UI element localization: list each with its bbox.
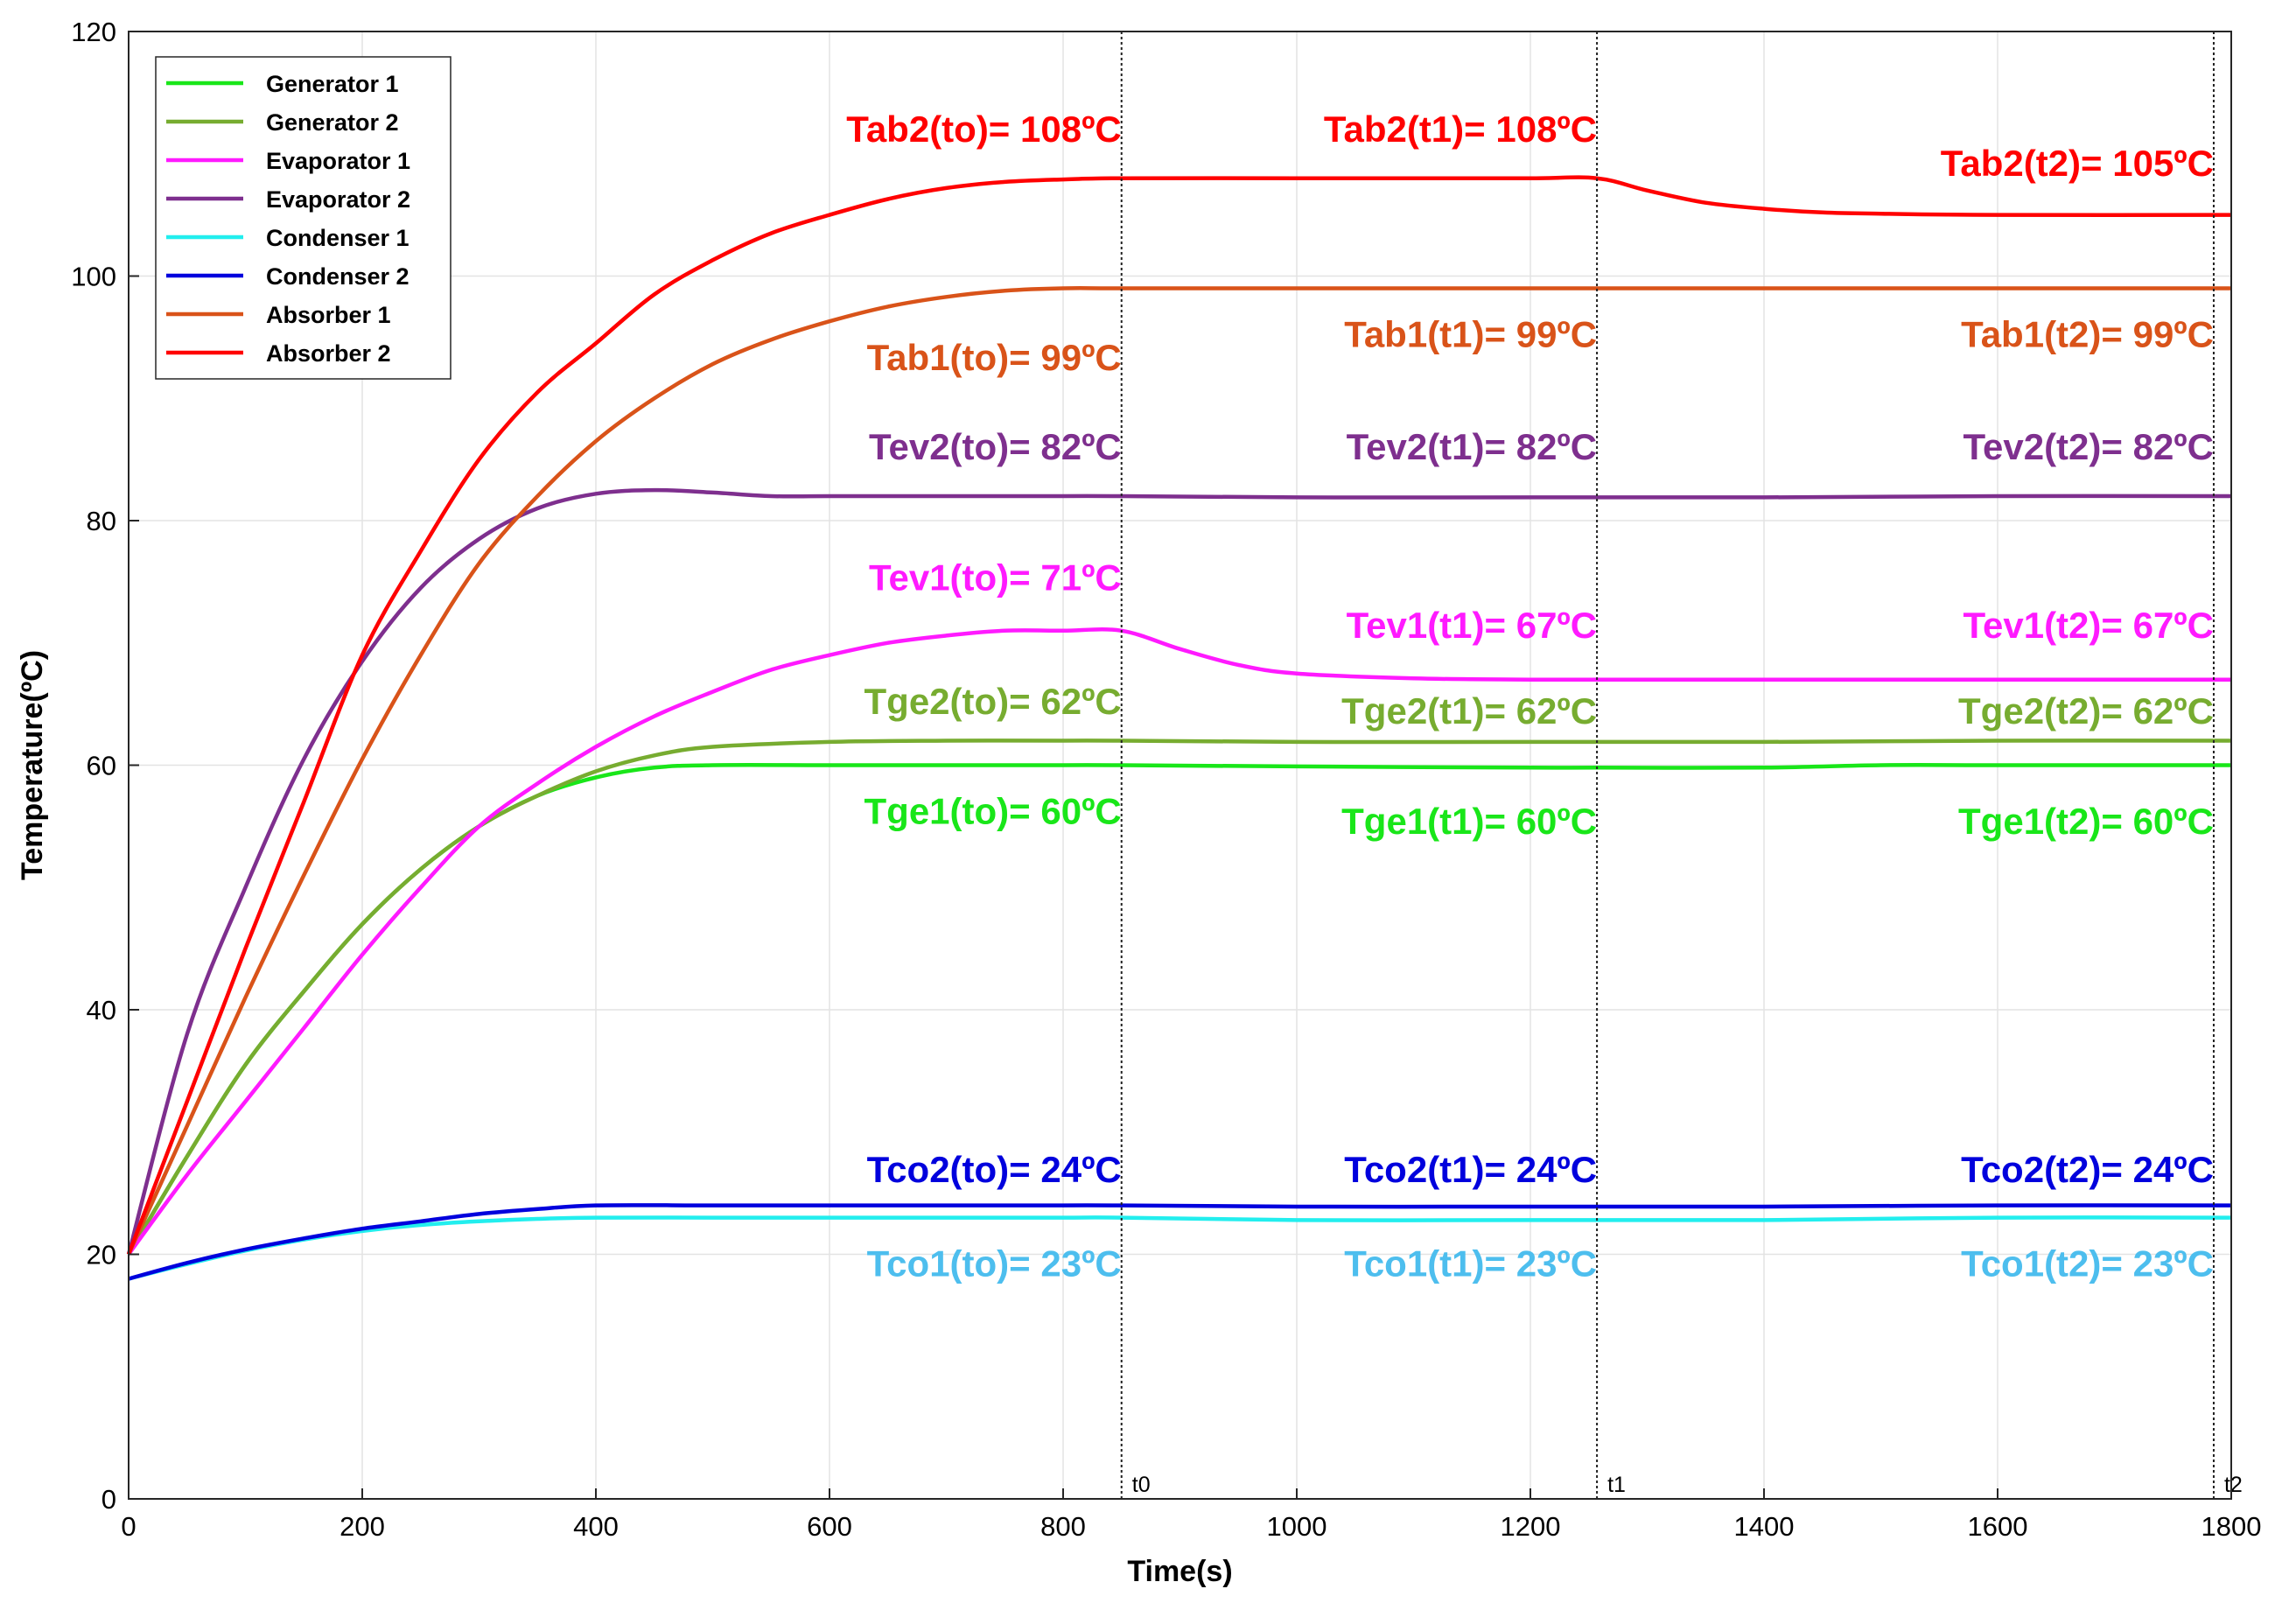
series-evaporator-2 [126, 487, 2232, 1256]
annotation-label: Tab2(t2)= 105ºC [1941, 143, 2214, 184]
y-tick-label: 60 [87, 751, 116, 781]
series-condenser-1 [128, 1215, 2232, 1281]
legend-label: Condenser 1 [266, 225, 410, 251]
annotation-label: Tge1(t1)= 60ºC [1341, 801, 1597, 842]
y-tick-label: 40 [87, 995, 116, 1026]
x-tick-label: 1600 [1968, 1511, 2028, 1542]
annotation-label: Tab1(t2)= 99ºC [1961, 314, 2214, 355]
annotation-label: Tco2(t1)= 24ºC [1344, 1149, 1597, 1190]
y-axis-label: Temperature(ºC) [16, 650, 49, 880]
y-tick-label: 80 [87, 506, 116, 536]
annotation-label: Tev1(t1)= 67ºC [1347, 605, 1598, 646]
x-tick-label: 400 [573, 1511, 619, 1542]
annotation-label: Tab2(to)= 108ºC [846, 108, 1121, 150]
series-evaporator-1 [127, 626, 2231, 1256]
y-tick-label: 0 [102, 1484, 116, 1515]
annotation-label: Tev2(t1)= 82ºC [1347, 426, 1598, 467]
annotation-label: Tco2(t2)= 24ºC [1961, 1149, 2214, 1190]
legend: Generator 1 Generator 2 Evaporator 1 Evapor… [155, 56, 452, 380]
time-markers: t0 t1 t2 [1120, 32, 2243, 1499]
vline-label-t2: t2 [2224, 1473, 2243, 1497]
annotation-label: Tco2(to)= 24ºC [867, 1149, 1122, 1190]
annotation-label: Tab1(to)= 99ºC [867, 337, 1122, 378]
annotation-label: Tge2(to)= 62ºC [864, 681, 1122, 722]
annotation-label: Tco1(t2)= 23ºC [1961, 1243, 2214, 1284]
annotation-label: Tev2(to)= 82ºC [869, 426, 1122, 467]
axis-ticks: 0 200 400 600 800 1000 1200 1400 1600 1800 0 20 40 60… [71, 17, 2261, 1542]
annotation-label: Tev1(t2)= 67ºC [1963, 605, 2214, 646]
x-tick-label: 0 [121, 1511, 136, 1542]
x-tick-label: 600 [807, 1511, 852, 1542]
series-lines [126, 175, 2232, 1281]
legend-label: Evaporator 1 [266, 148, 410, 174]
legend-label: Absorber 1 [266, 302, 391, 328]
vline-label-t0: t0 [1132, 1473, 1151, 1497]
series-condenser-2 [128, 1203, 2232, 1281]
annotation-label: Tco1(to)= 23ºC [867, 1243, 1122, 1284]
series-absorber-1 [126, 286, 2231, 1256]
x-tick-label: 1000 [1267, 1511, 1327, 1542]
annotation-label: Tge2(t2)= 62ºC [1958, 690, 2214, 732]
x-tick-label: 1800 [2202, 1511, 2262, 1542]
y-tick-label: 100 [71, 262, 116, 292]
series-generator-2 [127, 738, 2232, 1256]
legend-label: Generator 1 [266, 71, 399, 97]
annotation-label: Tev1(to)= 71ºC [869, 557, 1122, 598]
x-tick-label: 1400 [1734, 1511, 1795, 1542]
annotations: Tab2(to)= 108ºC Tab2(t1)= 108ºC Tab2(t2)= … [846, 108, 2214, 1284]
legend-label: Condenser 2 [266, 263, 410, 290]
y-tick-label: 20 [87, 1240, 116, 1270]
series-absorber-2 [126, 175, 2232, 1256]
annotation-label: Tco1(t1)= 23ºC [1344, 1243, 1597, 1284]
x-axis-label: Time(s) [1127, 1555, 1232, 1588]
vline-label-t1: t1 [1607, 1473, 1626, 1497]
legend-label: Evaporator 2 [266, 186, 410, 213]
annotation-label: Tge1(t2)= 60ºC [1958, 801, 2214, 842]
x-tick-label: 1200 [1501, 1511, 1561, 1542]
x-tick-label: 200 [340, 1511, 385, 1542]
annotation-label: Tge2(t1)= 62ºC [1341, 690, 1597, 732]
legend-label: Generator 2 [266, 109, 399, 136]
legend-box [155, 56, 452, 380]
y-tick-label: 120 [71, 17, 116, 47]
x-tick-label: 800 [1040, 1511, 1086, 1542]
annotation-label: Tge1(to)= 60ºC [864, 791, 1122, 832]
legend-label: Absorber 2 [266, 340, 391, 367]
annotation-label: Tev2(t2)= 82ºC [1963, 426, 2214, 467]
annotation-label: Tab1(t1)= 99ºC [1344, 314, 1597, 355]
annotation-label: Tab2(t1)= 108ºC [1324, 108, 1597, 150]
